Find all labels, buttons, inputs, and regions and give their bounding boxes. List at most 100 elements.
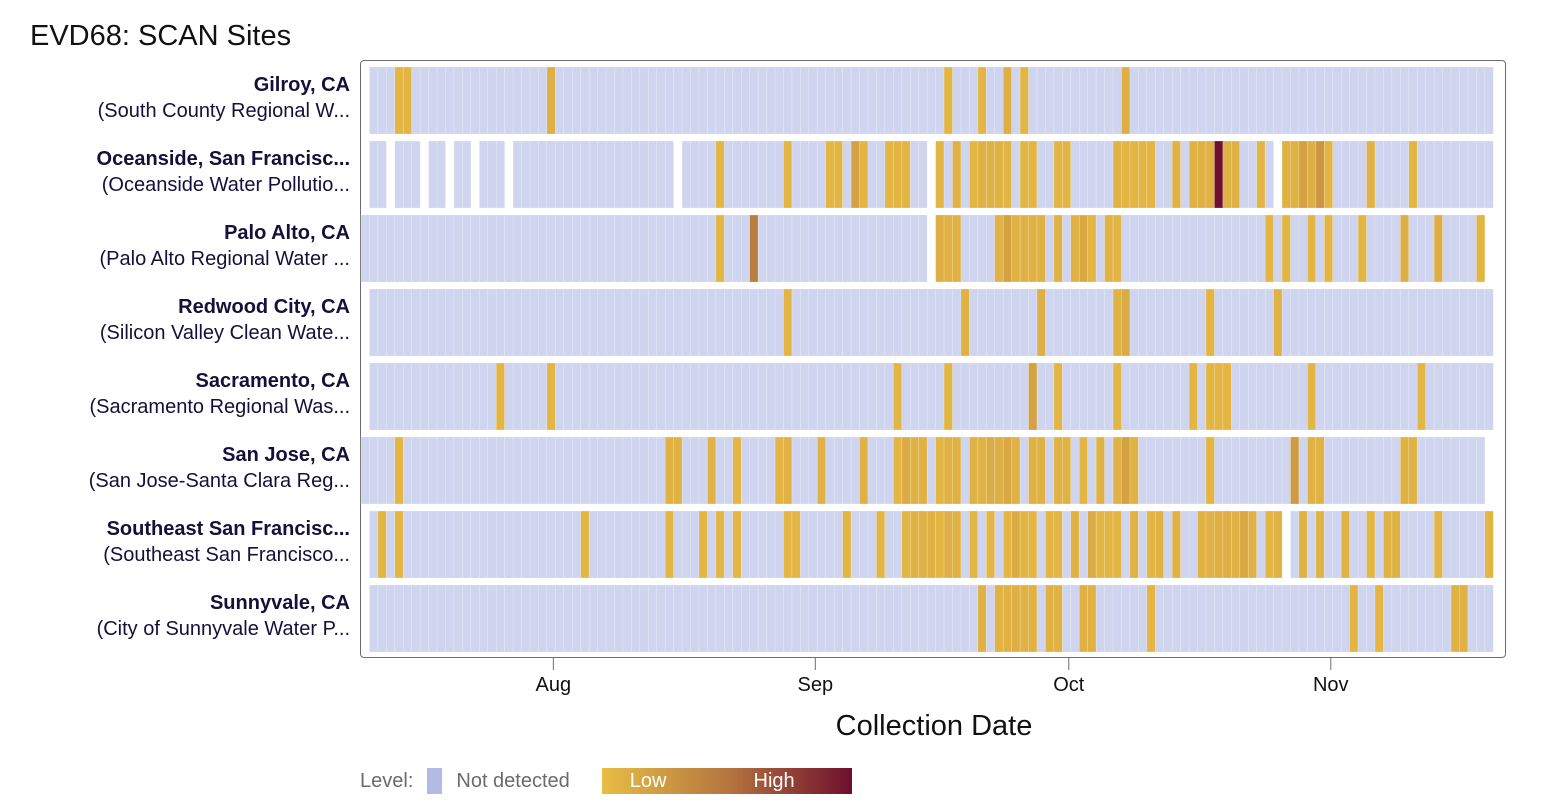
detection-cell[interactable]: [1205, 140, 1215, 209]
not-detected-cell[interactable]: [1112, 584, 1122, 653]
not-detected-cell[interactable]: [952, 288, 962, 357]
not-detected-cell[interactable]: [571, 214, 582, 283]
not-detected-cell[interactable]: [1222, 214, 1232, 283]
not-detected-cell[interactable]: [1129, 66, 1139, 135]
not-detected-cell[interactable]: [411, 288, 421, 357]
not-detected-cell[interactable]: [800, 214, 810, 283]
not-detected-cell[interactable]: [673, 288, 683, 357]
detection-cell[interactable]: [859, 436, 869, 505]
not-detected-cell[interactable]: [833, 584, 844, 653]
not-detected-cell[interactable]: [470, 584, 480, 653]
not-detected-cell[interactable]: [1366, 436, 1376, 505]
not-detected-cell[interactable]: [1231, 436, 1241, 505]
detection-cell[interactable]: [673, 436, 683, 505]
not-detected-cell[interactable]: [985, 66, 996, 135]
not-detected-cell[interactable]: [580, 66, 590, 135]
not-detected-cell[interactable]: [1450, 362, 1460, 431]
not-detected-cell[interactable]: [715, 584, 725, 653]
not-detected-cell[interactable]: [495, 288, 506, 357]
not-detected-cell[interactable]: [935, 584, 945, 653]
not-detected-cell[interactable]: [512, 584, 522, 653]
not-detected-cell[interactable]: [462, 140, 472, 209]
not-detected-cell[interactable]: [766, 436, 776, 505]
detection-cell[interactable]: [893, 140, 903, 209]
not-detected-cell[interactable]: [597, 214, 607, 283]
not-detected-cell[interactable]: [690, 140, 700, 209]
detection-cell[interactable]: [952, 436, 962, 505]
not-detected-cell[interactable]: [1197, 66, 1207, 135]
not-detected-cell[interactable]: [478, 288, 489, 357]
not-detected-cell[interactable]: [445, 288, 455, 357]
not-detected-cell[interactable]: [707, 362, 717, 431]
not-detected-cell[interactable]: [538, 362, 548, 431]
not-detected-cell[interactable]: [1484, 362, 1494, 431]
not-detected-cell[interactable]: [411, 436, 421, 505]
not-detected-cell[interactable]: [1273, 214, 1283, 283]
not-detected-cell[interactable]: [1391, 362, 1401, 431]
not-detected-cell[interactable]: [1459, 436, 1469, 505]
not-detected-cell[interactable]: [816, 510, 827, 579]
not-detected-cell[interactable]: [1391, 436, 1401, 505]
not-detected-cell[interactable]: [816, 584, 827, 653]
not-detected-cell[interactable]: [664, 362, 675, 431]
not-detected-cell[interactable]: [453, 140, 463, 209]
detection-cell[interactable]: [842, 510, 852, 579]
not-detected-cell[interactable]: [732, 362, 742, 431]
not-detected-cell[interactable]: [428, 436, 438, 505]
not-detected-cell[interactable]: [757, 140, 767, 209]
not-detected-cell[interactable]: [808, 510, 818, 579]
not-detected-cell[interactable]: [808, 66, 818, 135]
not-detected-cell[interactable]: [1180, 140, 1190, 209]
not-detected-cell[interactable]: [571, 362, 582, 431]
not-detected-cell[interactable]: [580, 140, 590, 209]
detection-cell[interactable]: [935, 140, 945, 209]
detection-cell[interactable]: [1028, 584, 1038, 653]
not-detected-cell[interactable]: [867, 140, 877, 209]
not-detected-cell[interactable]: [732, 140, 742, 209]
not-detected-cell[interactable]: [664, 66, 675, 135]
not-detected-cell[interactable]: [698, 436, 708, 505]
not-detected-cell[interactable]: [614, 362, 624, 431]
not-detected-cell[interactable]: [673, 510, 683, 579]
not-detected-cell[interactable]: [1264, 288, 1274, 357]
not-detected-cell[interactable]: [419, 584, 429, 653]
detection-cell[interactable]: [901, 436, 911, 505]
not-detected-cell[interactable]: [1450, 436, 1460, 505]
not-detected-cell[interactable]: [1450, 288, 1460, 357]
detection-cell[interactable]: [715, 510, 725, 579]
not-detected-cell[interactable]: [1264, 436, 1274, 505]
detection-cell[interactable]: [876, 510, 886, 579]
not-detected-cell[interactable]: [369, 288, 379, 357]
not-detected-cell[interactable]: [1070, 140, 1080, 209]
not-detected-cell[interactable]: [436, 584, 446, 653]
detection-cell[interactable]: [884, 140, 894, 209]
not-detected-cell[interactable]: [977, 214, 987, 283]
not-detected-cell[interactable]: [445, 362, 455, 431]
not-detected-cell[interactable]: [386, 214, 396, 283]
not-detected-cell[interactable]: [546, 214, 556, 283]
not-detected-cell[interactable]: [1129, 288, 1139, 357]
not-detected-cell[interactable]: [538, 436, 548, 505]
not-detected-cell[interactable]: [411, 140, 421, 209]
not-detected-cell[interactable]: [647, 66, 658, 135]
not-detected-cell[interactable]: [1214, 66, 1224, 135]
not-detected-cell[interactable]: [808, 584, 818, 653]
not-detected-cell[interactable]: [614, 510, 624, 579]
detection-cell[interactable]: [816, 436, 827, 505]
not-detected-cell[interactable]: [969, 288, 979, 357]
not-detected-cell[interactable]: [453, 584, 463, 653]
not-detected-cell[interactable]: [1357, 140, 1367, 209]
not-detected-cell[interactable]: [985, 288, 996, 357]
not-detected-cell[interactable]: [1332, 66, 1342, 135]
detection-cell[interactable]: [1383, 510, 1393, 579]
not-detected-cell[interactable]: [369, 66, 379, 135]
not-detected-cell[interactable]: [445, 436, 455, 505]
not-detected-cell[interactable]: [436, 140, 446, 209]
not-detected-cell[interactable]: [580, 214, 590, 283]
not-detected-cell[interactable]: [1155, 214, 1165, 283]
detection-cell[interactable]: [1121, 66, 1131, 135]
not-detected-cell[interactable]: [436, 510, 446, 579]
not-detected-cell[interactable]: [1374, 140, 1384, 209]
not-detected-cell[interactable]: [419, 66, 429, 135]
not-detected-cell[interactable]: [394, 140, 404, 209]
